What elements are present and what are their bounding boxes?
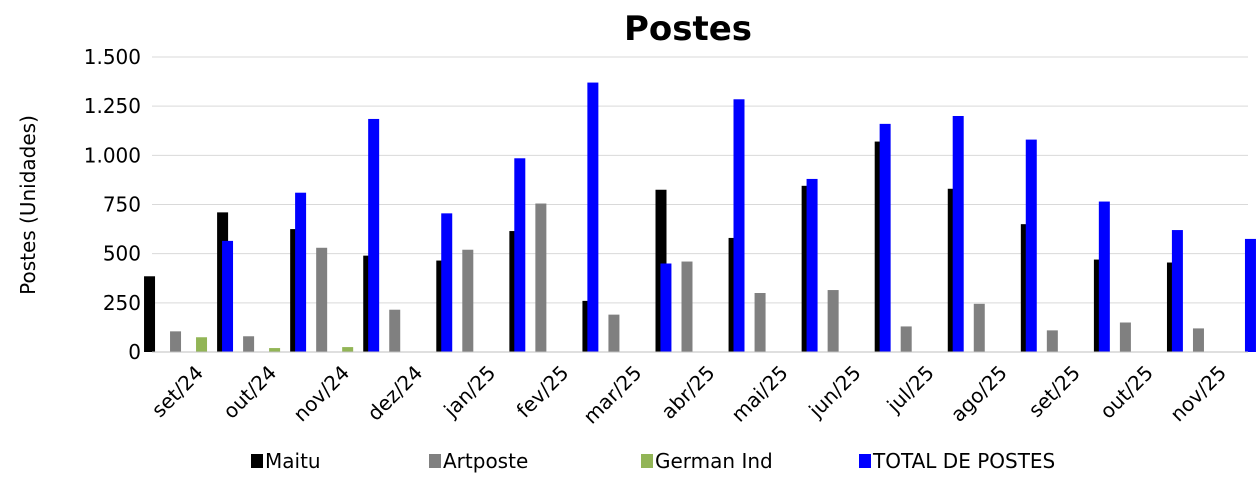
x-axis-ticks: set/24 out/24 nov/24 dez/24 jan/25 fev/25 mar/… xyxy=(147,361,1231,429)
y-axis-ticks: 0 250 500 750 1.000 1.250 1.500 xyxy=(84,45,141,364)
bar-artposte-fev-25 xyxy=(535,203,547,352)
bar-artposte-set-24 xyxy=(170,331,182,352)
bar-german-ind-set-24 xyxy=(196,337,208,352)
y-tick-label: 0 xyxy=(128,340,141,364)
bar-total-de-postes-abr-25 xyxy=(733,99,745,353)
bar-total-de-postes-mar-25 xyxy=(660,263,672,352)
x-tick-label: set/24 xyxy=(147,361,208,422)
bar-artposte-jan-25 xyxy=(462,249,474,352)
bar-artposte-mar-25 xyxy=(608,314,620,352)
bar-artposte-nov-25 xyxy=(1192,328,1204,352)
bar-german-ind-nov-24 xyxy=(342,347,354,352)
bar-artposte-abr-25 xyxy=(681,261,693,352)
x-tick-label: jan/25 xyxy=(438,361,500,423)
x-tick-label: dez/24 xyxy=(362,361,427,426)
legend: Maitu Artposte German Ind TOTAL DE POSTES xyxy=(251,449,1055,473)
x-tick-label: mar/25 xyxy=(578,361,646,429)
bar-artposte-mai-25 xyxy=(754,293,766,352)
x-tick-label: jul/25 xyxy=(881,361,938,418)
x-tick-label: out/25 xyxy=(1095,361,1158,424)
y-tick-label: 750 xyxy=(103,193,141,217)
legend-label: TOTAL DE POSTES xyxy=(872,449,1055,473)
bar-total-de-postes-set-24 xyxy=(222,240,234,352)
bar-german-ind-out-24 xyxy=(269,348,281,352)
bar-total-de-postes-ago-25 xyxy=(1025,139,1037,352)
bar-total-de-postes-jul-25 xyxy=(952,116,964,352)
y-tick-label: 500 xyxy=(103,242,141,266)
bar-total-de-postes-mai-25 xyxy=(806,178,818,352)
bar-artposte-jun-25 xyxy=(827,290,839,352)
y-tick-label: 1.000 xyxy=(84,143,141,167)
bar-artposte-ago-25 xyxy=(973,303,985,352)
bar-artposte-set-25 xyxy=(1046,330,1058,352)
y-axis-label: Postes (Unidades) xyxy=(16,115,40,295)
legend-label: Maitu xyxy=(265,449,321,473)
bar-total-de-postes-nov-25 xyxy=(1244,238,1256,352)
y-tick-label: 1.250 xyxy=(84,94,141,118)
bar-artposte-dez-24 xyxy=(389,309,401,352)
x-tick-label: fev/25 xyxy=(512,361,574,423)
legend-swatch xyxy=(429,454,441,468)
bar-artposte-jul-25 xyxy=(900,326,912,352)
x-tick-label: ago/25 xyxy=(946,361,1012,427)
y-tick-label: 1.500 xyxy=(84,45,141,69)
x-tick-label: set/25 xyxy=(1024,361,1085,422)
x-tick-label: jun/25 xyxy=(803,361,865,423)
legend-label: German Ind xyxy=(655,449,773,473)
bar-artposte-nov-24 xyxy=(316,247,328,352)
x-tick-label: nov/24 xyxy=(288,361,354,427)
bar-artposte-out-24 xyxy=(243,336,255,352)
legend-swatch xyxy=(251,454,263,468)
bars xyxy=(144,82,1256,353)
bar-total-de-postes-fev-25 xyxy=(587,82,599,353)
legend-swatch xyxy=(641,454,653,468)
y-tick-label: 250 xyxy=(103,291,141,315)
chart-title: Postes xyxy=(624,9,752,49)
bar-total-de-postes-set-25 xyxy=(1098,201,1110,352)
x-tick-label: nov/25 xyxy=(1165,361,1231,427)
x-tick-label: out/24 xyxy=(218,361,281,424)
bar-total-de-postes-dez-24 xyxy=(441,213,453,352)
bar-total-de-postes-jan-25 xyxy=(514,158,526,352)
bar-total-de-postes-out-25 xyxy=(1171,230,1183,352)
bar-total-de-postes-jun-25 xyxy=(879,123,891,352)
bar-artposte-out-25 xyxy=(1119,322,1131,352)
bar-total-de-postes-nov-24 xyxy=(368,118,380,352)
grid-lines xyxy=(152,56,1248,304)
x-tick-label: abr/25 xyxy=(656,361,719,424)
bar-maitu-set-24 xyxy=(144,276,156,352)
legend-swatch xyxy=(859,454,871,468)
bar-total-de-postes-out-24 xyxy=(295,192,307,352)
legend-label: Artposte xyxy=(443,449,528,473)
x-tick-label: mai/25 xyxy=(726,361,792,427)
